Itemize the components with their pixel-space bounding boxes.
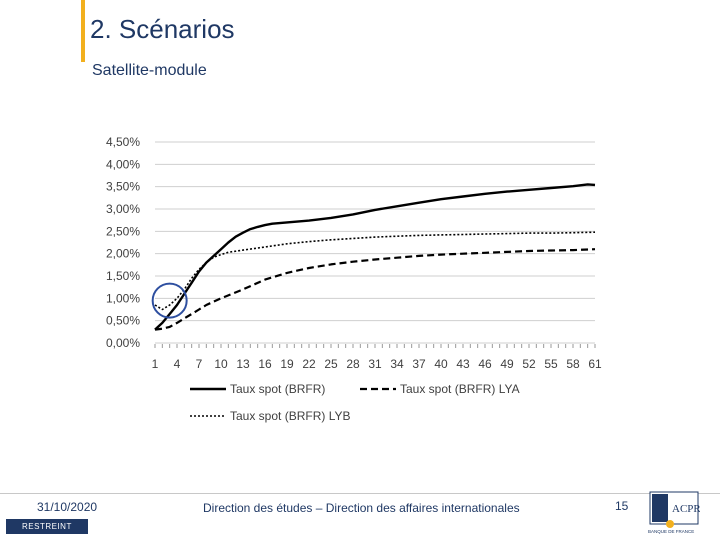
- highlight-circle: [151, 282, 188, 319]
- chart-annotations: [151, 282, 188, 319]
- x-tick-label: 40: [434, 357, 448, 371]
- y-tick-label: 2,00%: [106, 247, 140, 261]
- y-tick-label: 3,00%: [106, 202, 140, 216]
- x-tick-label: 10: [214, 357, 228, 371]
- x-tick-label: 31: [368, 357, 382, 371]
- footer-date: 31/10/2020: [37, 500, 98, 514]
- y-tick-label: 1,00%: [106, 291, 140, 305]
- footer-center-text: Direction des études – Direction des aff…: [203, 501, 520, 515]
- x-tick-label: 13: [236, 357, 250, 371]
- page-title: 2. Scénarios: [90, 14, 235, 44]
- legend-label-1: Taux spot (BRFR): [230, 382, 325, 396]
- x-tick-label: 16: [258, 357, 272, 371]
- y-tick-label: 2,50%: [106, 224, 140, 238]
- y-tick-label: 1,50%: [106, 269, 140, 283]
- chart-legend: Taux spot (BRFR) Taux spot (BRFR) LYA Taux…: [190, 382, 520, 423]
- x-tick-label: 43: [456, 357, 470, 371]
- x-tick-label: 7: [196, 357, 203, 371]
- y-tick-label: 3,50%: [106, 180, 140, 194]
- logo-block: [652, 494, 668, 522]
- y-tick-label: 0,50%: [106, 314, 140, 328]
- x-tick-label: 19: [280, 357, 294, 371]
- title-accent-bar: [81, 0, 85, 62]
- series-line-3: [154, 231, 596, 311]
- x-tick-label: 1: [152, 357, 159, 371]
- x-tick-label: 52: [522, 357, 536, 371]
- legend-label-2: Taux spot (BRFR) LYA: [400, 382, 520, 396]
- classification-badge: RESTREINT: [6, 519, 88, 534]
- x-tick-label: 28: [346, 357, 360, 371]
- logo-dot: [666, 520, 674, 528]
- x-tick-label: 4: [174, 357, 181, 371]
- x-tick-label: 61: [588, 357, 602, 371]
- x-tick-label: 22: [302, 357, 316, 371]
- line-chart: 4,50% 4,00% 3,50% 3,00% 2,50% 2,00% 1,50% 1,00%…: [106, 135, 602, 423]
- x-axis-ticks: [154, 344, 596, 348]
- y-axis-labels: 4,50% 4,00% 3,50% 3,00% 2,50% 2,00% 1,50% 1,00%…: [106, 135, 140, 350]
- legend-label-3: Taux spot (BRFR) LYB: [230, 409, 350, 423]
- x-tick-label: 25: [324, 357, 338, 371]
- x-tick-label: 46: [478, 357, 492, 371]
- x-tick-label: 58: [566, 357, 580, 371]
- page-subtitle: Satellite-module: [92, 62, 207, 79]
- logo-subtext: BANQUE DE FRANCE: [648, 529, 694, 534]
- chart-series-lines: [154, 183, 596, 331]
- y-tick-label: 0,00%: [106, 336, 140, 350]
- chart-grid: [155, 141, 595, 344]
- x-axis-labels: 1 4 7 10 13 16 19 22 25 28 31 34 37 40 43 46 49 52 55 58 61: [152, 357, 602, 371]
- acpr-logo: ACPR BANQUE DE FRANCE: [648, 491, 700, 534]
- x-tick-label: 55: [544, 357, 558, 371]
- y-tick-label: 4,00%: [106, 157, 140, 171]
- page-number: 15: [615, 499, 629, 513]
- series-line-1: [154, 183, 596, 331]
- y-tick-label: 4,50%: [106, 135, 140, 149]
- series-line-2: [154, 248, 596, 331]
- x-tick-label: 34: [390, 357, 404, 371]
- x-tick-label: 49: [500, 357, 514, 371]
- footer-divider: [0, 493, 720, 494]
- logo-text: ACPR: [672, 503, 700, 515]
- x-tick-label: 37: [412, 357, 426, 371]
